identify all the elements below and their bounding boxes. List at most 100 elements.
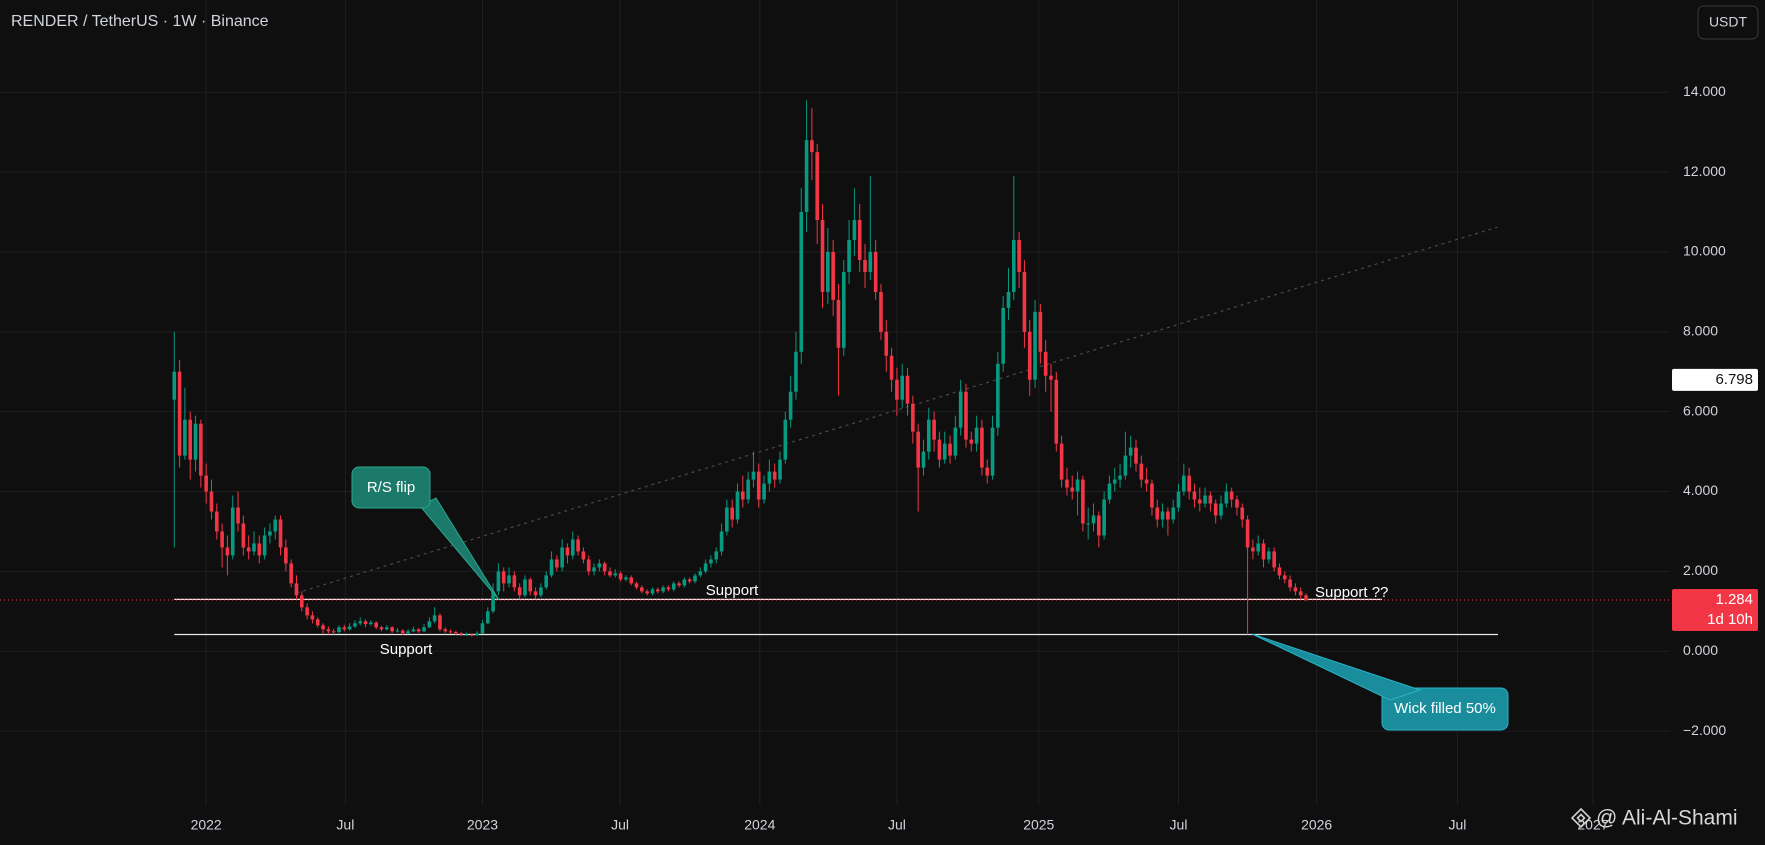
candle-body bbox=[560, 547, 564, 568]
candle-body bbox=[374, 622, 378, 628]
candle-body bbox=[1272, 551, 1276, 568]
candle-body bbox=[996, 363, 1000, 428]
candle-body bbox=[454, 632, 458, 634]
candle-body bbox=[225, 547, 230, 556]
candle-body bbox=[1208, 495, 1213, 504]
candle-body bbox=[1182, 475, 1186, 492]
candle-body bbox=[331, 631, 336, 633]
candle-body bbox=[432, 615, 437, 622]
countdown-label: 1d 10h bbox=[1707, 611, 1753, 628]
candle-body bbox=[1081, 479, 1085, 524]
candle-body bbox=[1277, 567, 1282, 576]
y-tick-label: 8.000 bbox=[1683, 323, 1718, 339]
candle-body bbox=[1017, 239, 1021, 272]
candle-body bbox=[730, 507, 734, 520]
candle-body bbox=[725, 507, 729, 532]
x-tick-label: Jul bbox=[1170, 817, 1188, 833]
annotation: Support bbox=[380, 641, 433, 658]
candle-body bbox=[900, 375, 905, 400]
candle-body bbox=[236, 507, 240, 524]
candle-body bbox=[799, 212, 804, 352]
candle-body bbox=[252, 543, 256, 552]
candle-body bbox=[602, 563, 607, 572]
candle-body bbox=[937, 439, 942, 460]
candle-body bbox=[305, 607, 309, 616]
y-tick-label: 14.000 bbox=[1683, 83, 1726, 99]
candle-body bbox=[294, 583, 299, 596]
candle-body bbox=[911, 403, 915, 432]
currency-button-label[interactable]: USDT bbox=[1709, 14, 1748, 30]
candle-body bbox=[613, 573, 618, 576]
candle-body bbox=[422, 627, 426, 632]
candle-body bbox=[650, 589, 655, 594]
candle-body bbox=[353, 623, 357, 627]
candle-body bbox=[709, 559, 713, 564]
y-tick-label: 6.000 bbox=[1683, 402, 1718, 418]
candle-body bbox=[847, 239, 851, 272]
candle-body bbox=[634, 583, 639, 588]
candle-body bbox=[257, 543, 262, 556]
candle-body bbox=[438, 615, 442, 630]
candle-body bbox=[719, 531, 724, 552]
x-tick-label: Jul bbox=[1449, 817, 1467, 833]
candle-body bbox=[1197, 499, 1202, 504]
candle-body bbox=[1203, 495, 1207, 504]
candle-body bbox=[926, 419, 931, 452]
candle-body bbox=[820, 220, 825, 292]
candle-body bbox=[916, 431, 920, 468]
candle-body bbox=[1070, 487, 1075, 492]
x-tick-label: Jul bbox=[611, 817, 629, 833]
candle-body bbox=[841, 271, 846, 348]
candle-body bbox=[703, 563, 708, 572]
candle-body bbox=[661, 587, 665, 592]
candle-body bbox=[857, 220, 862, 260]
candle-body bbox=[969, 439, 974, 444]
candle-body bbox=[528, 579, 533, 592]
candle-body bbox=[1086, 523, 1090, 525]
candle-body bbox=[1112, 479, 1117, 484]
candle-body bbox=[337, 627, 341, 633]
candle-body bbox=[416, 629, 421, 632]
candle-body bbox=[879, 291, 883, 332]
candle-body bbox=[889, 355, 894, 380]
candle-body bbox=[804, 140, 809, 213]
candle-body bbox=[299, 595, 304, 608]
candle-body bbox=[241, 523, 246, 548]
candle-body bbox=[746, 479, 750, 500]
candle-body bbox=[1011, 239, 1016, 292]
candle-body bbox=[985, 467, 990, 476]
candle-body bbox=[1123, 455, 1128, 476]
candle-body bbox=[1176, 491, 1181, 508]
candle-body bbox=[581, 551, 586, 560]
x-tick-label: 2022 bbox=[191, 817, 222, 833]
annotation: Support ?? bbox=[1315, 584, 1388, 601]
symbol-title: RENDER / TetherUS · 1W · Binance bbox=[11, 13, 269, 30]
candle-body bbox=[363, 621, 368, 625]
candle-body bbox=[1219, 503, 1223, 516]
candle-body bbox=[480, 623, 485, 634]
candle-body bbox=[379, 627, 384, 630]
candle-body bbox=[608, 571, 612, 576]
candle-body bbox=[640, 587, 644, 592]
candle-body bbox=[682, 579, 687, 586]
candle-body bbox=[1229, 491, 1234, 500]
candle-body bbox=[273, 519, 278, 532]
currency-button[interactable] bbox=[1697, 5, 1759, 40]
candle-body bbox=[1118, 475, 1122, 480]
candle-body bbox=[655, 589, 660, 592]
candle-body bbox=[990, 427, 995, 476]
candle-body bbox=[714, 551, 719, 560]
candle-body bbox=[1282, 575, 1287, 580]
candle-body bbox=[1033, 311, 1037, 380]
candle-body bbox=[576, 539, 580, 552]
candle-body bbox=[788, 391, 793, 420]
candle-body bbox=[230, 507, 235, 556]
candle-body bbox=[1155, 507, 1160, 520]
last-price-label: 1.284 bbox=[1715, 591, 1753, 608]
candle-body bbox=[1251, 547, 1255, 552]
candle-body bbox=[347, 626, 352, 630]
axes: 14.000 12.000 10.000 8.000 6.000 4.000 2.000 0.… bbox=[191, 83, 1758, 833]
candle-body bbox=[193, 423, 198, 460]
candle-body bbox=[1054, 379, 1059, 444]
